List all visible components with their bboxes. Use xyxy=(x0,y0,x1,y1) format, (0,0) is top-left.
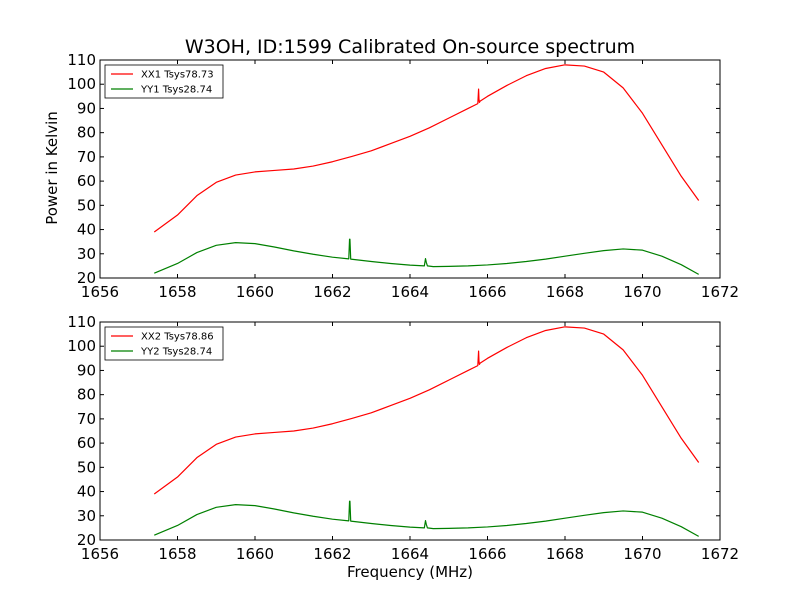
x-tick-label: 1672 xyxy=(701,283,739,301)
chart-panels: 1656 1658 1660 1662 1664 1666 1668 1670 1672 20 30… xyxy=(67,51,739,563)
legend: XX2 Tsys78.86 YY2 Tsys28.74 xyxy=(104,326,224,361)
x-tick-label: 1656 xyxy=(81,283,119,301)
y-tick-label: 110 xyxy=(67,51,96,69)
y-tick-label: 50 xyxy=(77,196,96,214)
x-tick-label: 1660 xyxy=(236,283,274,301)
x-axis-label: Frequency (MHz) xyxy=(347,563,473,581)
series-line-1-1 xyxy=(153,64,700,233)
plot-panel-2: 1656 1658 1660 1662 1664 1666 1668 1670 1672 20 30… xyxy=(67,313,739,563)
x-tick-label: 1660 xyxy=(236,545,274,563)
x-tick-label: 1668 xyxy=(546,545,584,563)
x-tick-label: 1656 xyxy=(81,545,119,563)
legend-label: YY1 Tsys28.74 xyxy=(140,85,212,96)
y-tick-label: 30 xyxy=(77,507,96,525)
x-tick-label: 1664 xyxy=(391,283,429,301)
legend-label: XX1 Tsys78.73 xyxy=(141,70,214,81)
y-tick-label: 100 xyxy=(67,75,96,93)
y-tick-label: 50 xyxy=(77,458,96,476)
series-line-1-2 xyxy=(154,238,699,275)
x-tick-label: 1662 xyxy=(313,545,351,563)
y-tick-label: 90 xyxy=(77,99,96,117)
series-line-2-1 xyxy=(153,326,700,495)
x-tick-label: 1658 xyxy=(158,545,196,563)
chart-title: W3OH, ID:1599 Calibrated On-source spect… xyxy=(185,36,635,58)
x-tick-label: 1670 xyxy=(623,283,661,301)
y-tick-label: 70 xyxy=(77,410,96,428)
y-tick-label: 60 xyxy=(77,172,96,190)
y-tick-label: 110 xyxy=(67,313,96,331)
legend-label: YY2 Tsys28.74 xyxy=(140,347,212,358)
x-tick-label: 1672 xyxy=(701,545,739,563)
y-tick-label: 80 xyxy=(77,386,96,404)
y-tick-label: 80 xyxy=(77,124,96,142)
y-tick-label: 40 xyxy=(77,221,96,239)
y-axis-label: Power in Kelvin xyxy=(43,111,61,225)
x-tick-label: 1662 xyxy=(313,283,351,301)
x-tick-label: 1664 xyxy=(391,545,429,563)
y-tick-label: 40 xyxy=(77,483,96,501)
x-tick-label: 1668 xyxy=(546,283,584,301)
plot-panel-1: 1656 1658 1660 1662 1664 1666 1668 1670 1672 20 30… xyxy=(67,51,739,301)
legend: XX1 Tsys78.73 YY1 Tsys28.74 xyxy=(104,64,224,99)
y-tick-label: 20 xyxy=(77,531,96,549)
y-tick-label: 30 xyxy=(77,245,96,263)
x-tick-label: 1670 xyxy=(623,545,661,563)
y-tick-label: 70 xyxy=(77,148,96,166)
series-line-2-2 xyxy=(154,500,699,537)
x-tick-label: 1666 xyxy=(468,545,506,563)
y-tick-label: 60 xyxy=(77,434,96,452)
x-tick-label: 1666 xyxy=(468,283,506,301)
y-tick-label: 90 xyxy=(77,361,96,379)
legend-box xyxy=(104,64,224,99)
legend-label: XX2 Tsys78.86 xyxy=(141,332,214,343)
legend-box xyxy=(104,326,224,361)
y-tick-label: 100 xyxy=(67,337,96,355)
x-tick-label: 1658 xyxy=(158,283,196,301)
y-tick-label: 20 xyxy=(77,269,96,287)
